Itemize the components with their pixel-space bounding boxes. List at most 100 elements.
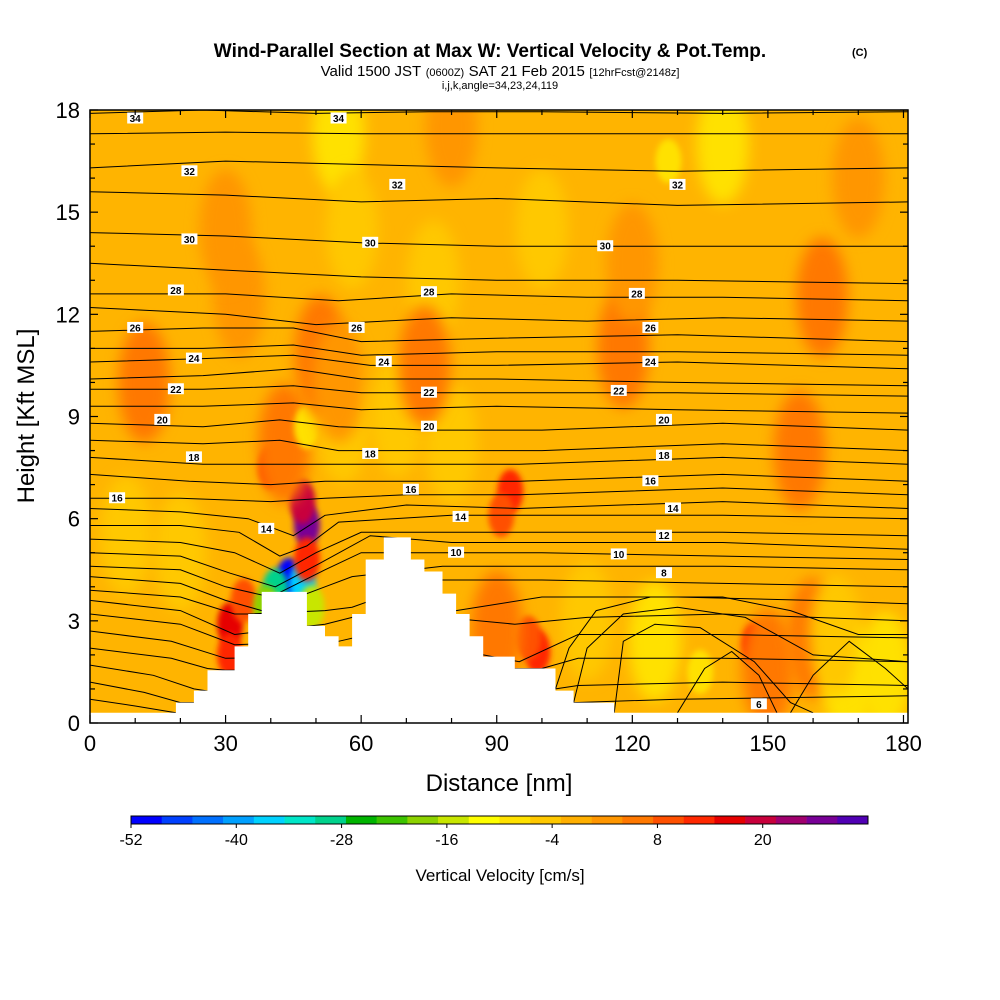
contour-label: 30	[184, 235, 196, 246]
contour-label: 22	[613, 386, 625, 397]
x-tick-label: 60	[349, 731, 373, 756]
contour-label-bg	[655, 449, 672, 461]
contour-label: 28	[170, 286, 182, 297]
contour-label-bg	[448, 546, 465, 558]
contour-label: 20	[658, 415, 670, 426]
contour-label-bg	[348, 321, 365, 333]
colorbar-swatch	[407, 816, 439, 824]
contour-label-bg	[664, 502, 681, 514]
axes: 0 30 60 90 120 150 180 0 3 6 9 12 15 18	[56, 98, 922, 756]
contour-label-bg	[628, 287, 645, 299]
contour-label: 22	[170, 385, 182, 396]
contour-label-bg	[452, 510, 469, 522]
contour-label: 10	[451, 548, 463, 559]
contour-label-bg	[185, 451, 202, 463]
velocity-cell	[293, 404, 320, 449]
contour-label: 16	[405, 485, 417, 496]
x-tick-label: 120	[614, 731, 651, 756]
velocity-cell	[326, 169, 379, 290]
y-tick-label: 12	[56, 302, 80, 327]
chart-title: Wind-Parallel Section at Max W: Vertical…	[214, 41, 766, 62]
colorbar-swatch	[591, 816, 623, 824]
contour-label-bg	[362, 236, 379, 248]
contour-label: 24	[378, 358, 390, 369]
contour-label-bg	[420, 286, 437, 298]
theta-contour	[90, 232, 908, 247]
contour-label: 34	[130, 114, 142, 125]
theta-contour	[90, 514, 908, 557]
colorbar-swatch	[468, 816, 500, 824]
colorbar-swatch	[622, 816, 654, 824]
theta-contour	[677, 650, 778, 714]
contour-label-bg	[597, 240, 614, 252]
y-tick-label: 6	[68, 507, 80, 532]
theta-contour	[90, 293, 908, 302]
velocity-cell	[118, 322, 171, 443]
contour-label-bg	[750, 698, 767, 710]
colorbar-tick-label: -28	[330, 832, 353, 849]
contour-label: 28	[631, 289, 643, 300]
contour-label: 14	[667, 504, 679, 515]
velocity-cell	[606, 203, 659, 324]
contour-label: 30	[600, 242, 612, 253]
velocity-cell	[741, 608, 794, 723]
plot-area: 34 34 32 32 32 30 30 30 28 28 28 26 26 26 24 24 24 22 22 22…	[90, 110, 908, 723]
y-tick-label: 0	[68, 711, 80, 736]
theta-contour	[573, 606, 908, 703]
theta-contour	[90, 385, 908, 397]
x-tick-label: 30	[213, 731, 237, 756]
colorbar-swatch	[131, 816, 163, 824]
contour-label-bg	[185, 352, 202, 364]
colorbar-swatch	[315, 816, 347, 824]
contour-label: 28	[423, 288, 435, 299]
terrain-mask	[90, 537, 908, 723]
colorbar-frame	[130, 815, 869, 825]
contour-label: 6	[756, 700, 762, 711]
theta-contour	[90, 579, 908, 615]
velocity-cell	[796, 237, 849, 358]
colorbar-swatch	[775, 816, 807, 824]
velocity-cell	[199, 169, 252, 290]
velocity-cell	[687, 649, 714, 694]
contour-label-bg	[402, 483, 419, 495]
contour-label-bg	[642, 321, 659, 333]
y-axis-label: Height [Kft MSL]	[13, 329, 40, 504]
velocity-cell	[809, 574, 862, 695]
colorbar-swatch	[192, 816, 224, 824]
valid-time: Valid 1500 JST	[321, 63, 422, 80]
theta-contour	[90, 131, 908, 135]
velocity-cell	[561, 560, 614, 681]
velocity-cell	[312, 322, 365, 443]
y-tick-label: 3	[68, 609, 80, 634]
contour-label-bg	[642, 356, 659, 368]
contour-label-bg	[167, 284, 184, 296]
theta-contour	[90, 456, 908, 465]
contour-label-bg	[127, 112, 144, 124]
theta-contour	[90, 473, 908, 486]
contour-label-bg	[655, 413, 672, 425]
theta-contour	[90, 307, 908, 326]
theta-contour	[90, 531, 908, 574]
colorbar-swatch	[683, 816, 715, 824]
forecast-info: [12hrFcst@2148z]	[589, 67, 679, 79]
contour-label: 32	[184, 167, 196, 178]
contour-label: 10	[613, 550, 625, 561]
contour-label: 14	[261, 524, 273, 535]
theta-contour	[90, 439, 908, 452]
colorbar-swatch	[223, 816, 255, 824]
velocity-cell	[655, 139, 682, 184]
contour-label-bg	[127, 321, 144, 333]
contour-label: 16	[112, 494, 124, 505]
theta-contour	[90, 402, 908, 414]
contour-label-bg	[420, 420, 437, 432]
chart-subtitle: Valid 1500 JST (0600Z) SAT 21 Feb 2015 […	[321, 63, 680, 80]
theta-contour	[90, 368, 908, 387]
contour-label-bg	[389, 178, 406, 190]
contour-label-bg	[655, 567, 672, 579]
contour-label-bg	[181, 233, 198, 245]
colorbar-swatch	[806, 816, 838, 824]
contour-label-bg	[610, 548, 627, 560]
x-tick-label: 0	[84, 731, 96, 756]
colorbar-tick-label: -40	[225, 832, 248, 849]
